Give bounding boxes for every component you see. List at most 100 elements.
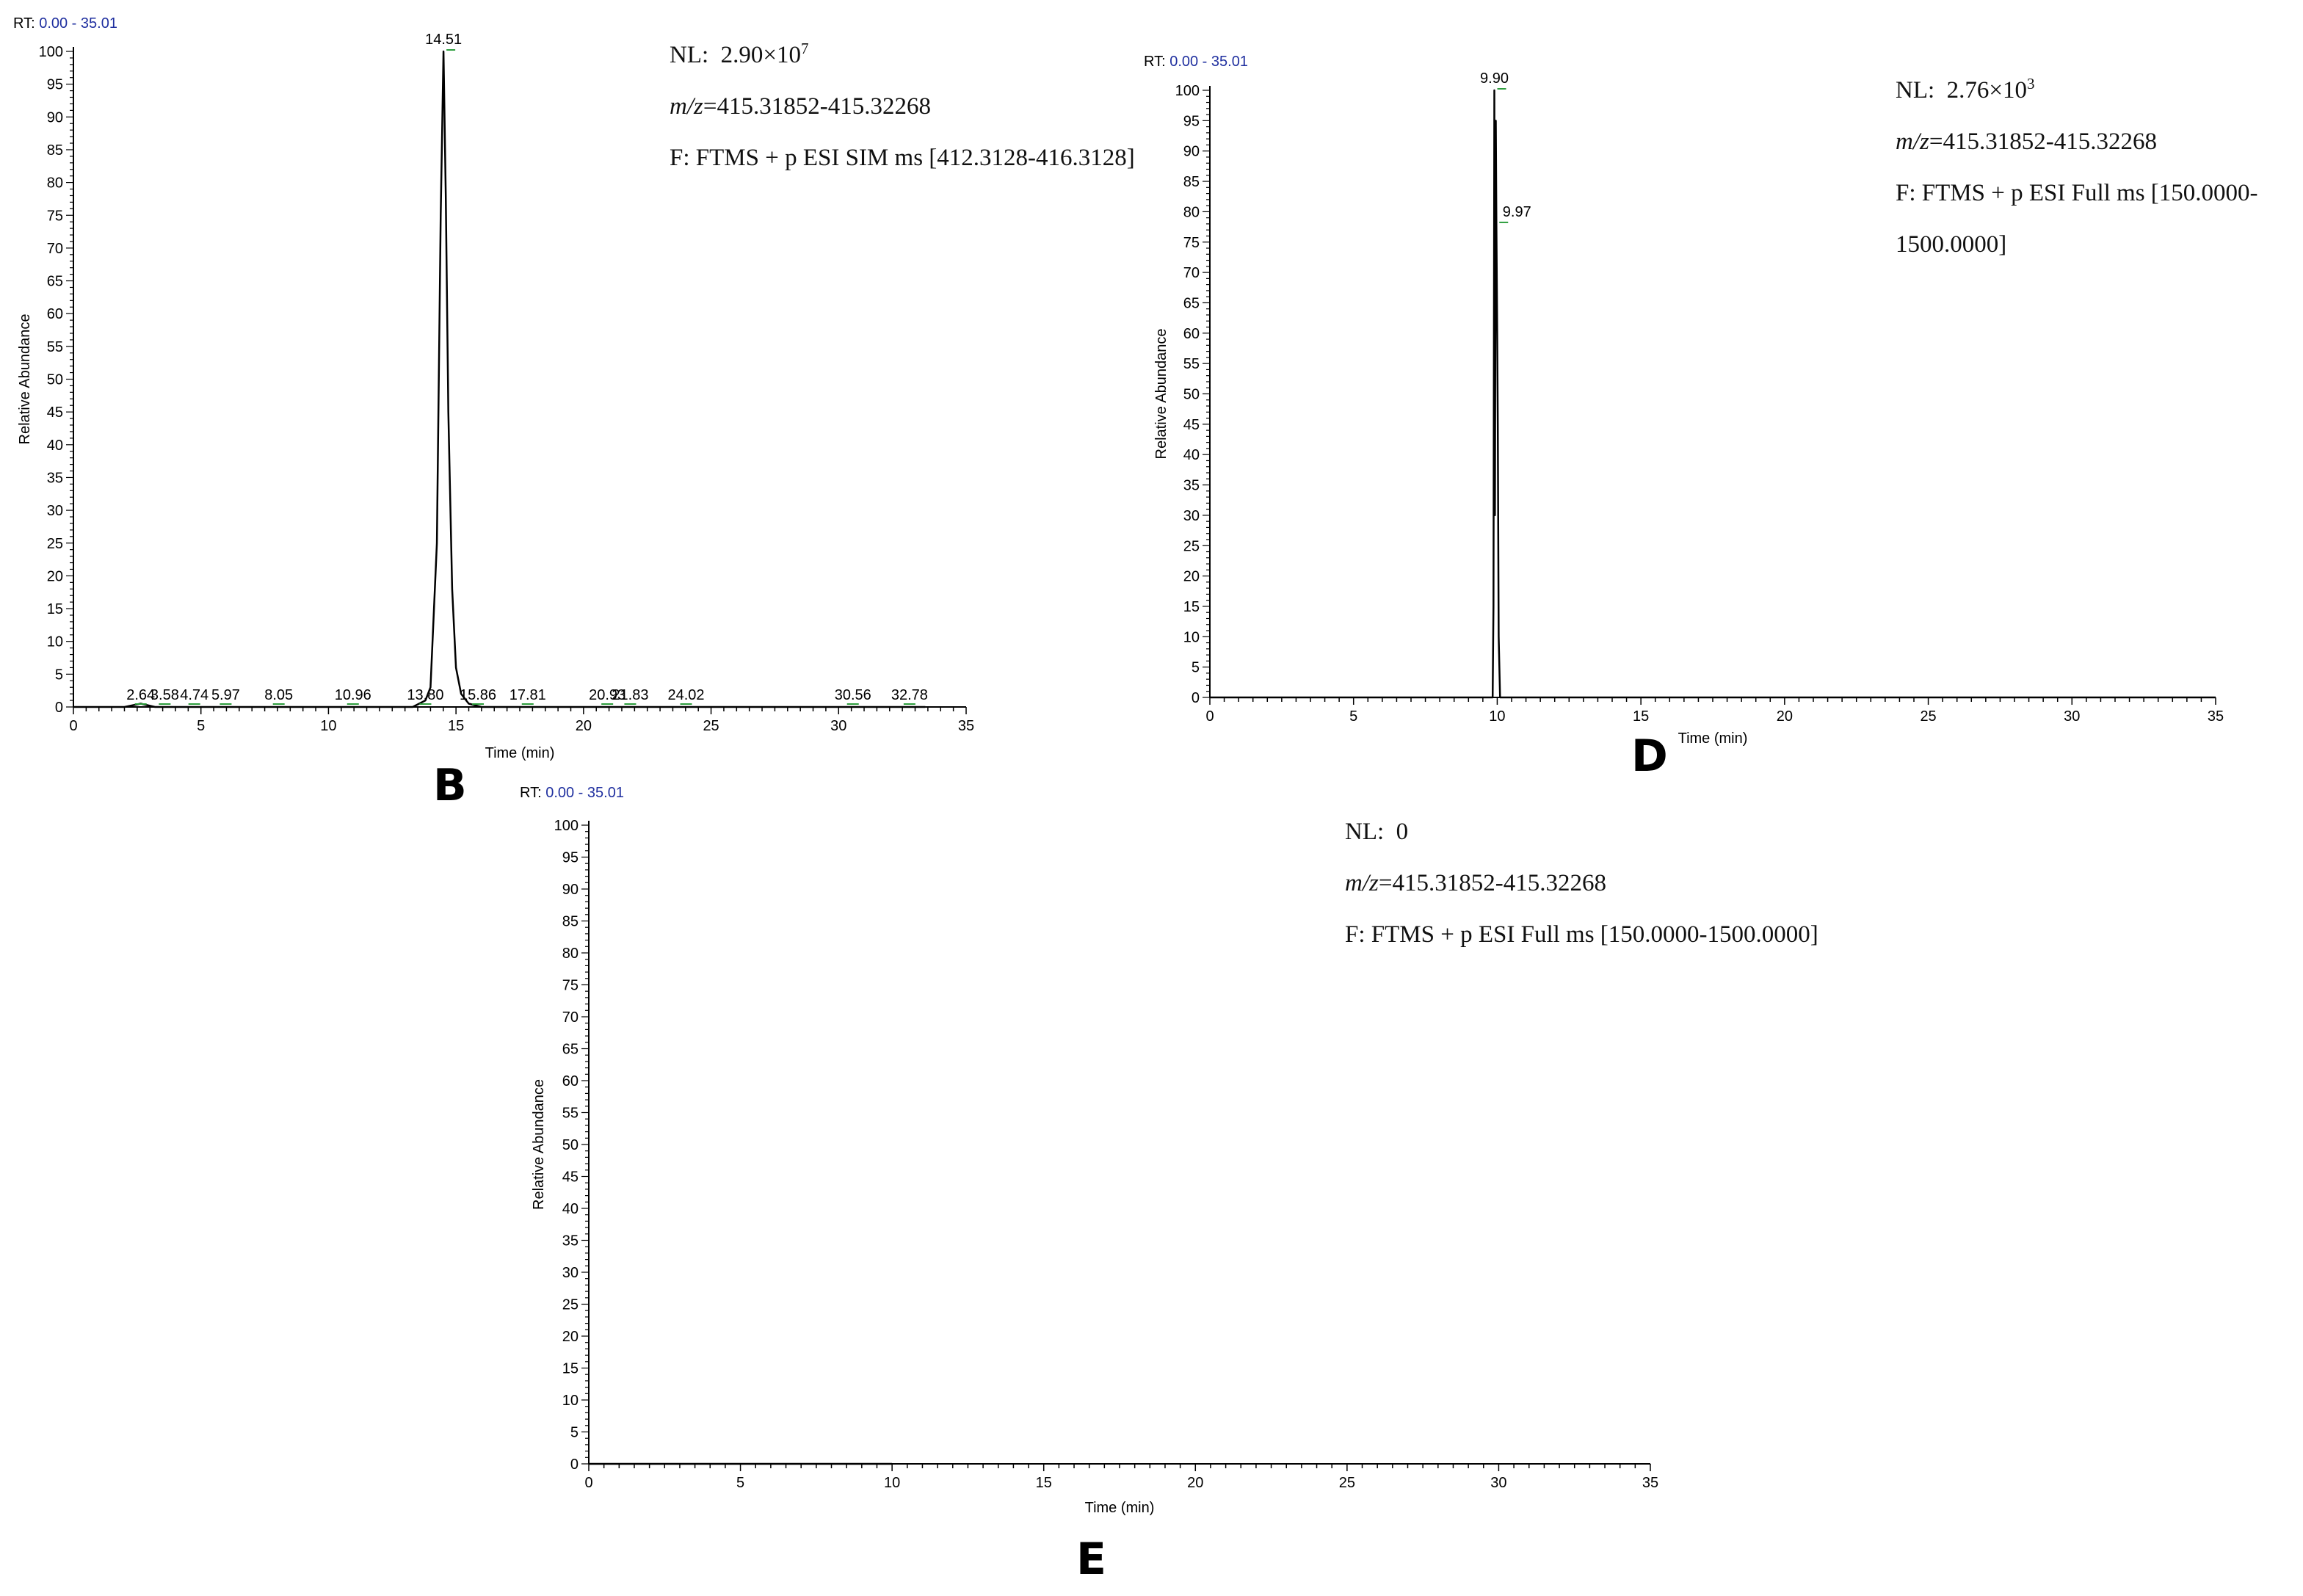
x-tick-label: 5 bbox=[736, 1475, 744, 1491]
chart-panel-b: RT: 0.00 - 35.01 0 5 10 15 20 25 30 35 0 5 10 15 20 25… bbox=[13, 15, 974, 761]
rt-header: RT: 0.00 - 35.01 bbox=[13, 15, 117, 32]
peak-label: 4.74 bbox=[180, 687, 208, 703]
y-tick-label: 30 bbox=[562, 1265, 579, 1281]
panel-e-filter: F: FTMS + p ESI Full ms [150.0000-1500.0… bbox=[1345, 921, 1818, 948]
x-tick-label: 25 bbox=[1339, 1475, 1355, 1491]
x-tick-label: 0 bbox=[584, 1475, 592, 1491]
x-tick-label: 30 bbox=[1490, 1475, 1506, 1491]
y-tick-label: 60 bbox=[562, 1073, 579, 1089]
mz-value: =415.31852-415.32268 bbox=[1929, 128, 2157, 155]
rt-label: RT: bbox=[13, 15, 39, 32]
panel-b-nl: NL: 2.90×107 bbox=[670, 29, 1135, 81]
y-axis-title: Relative Abundance bbox=[1153, 329, 1169, 460]
peak-label: 8.05 bbox=[264, 687, 293, 703]
x-tick-label: 10 bbox=[320, 718, 336, 734]
mz-label: m/z bbox=[1896, 128, 1929, 155]
rt-range: 0.00 - 35.01 bbox=[1169, 54, 1248, 70]
y-tick-label: 60 bbox=[47, 306, 63, 322]
mz-label: m/z bbox=[670, 93, 703, 120]
x-tick-label: 10 bbox=[1489, 708, 1505, 725]
x-axis-title: Time (min) bbox=[1678, 730, 1748, 747]
y-tick-label: 5 bbox=[1192, 660, 1200, 676]
y-tick-label: 85 bbox=[562, 914, 579, 930]
rt-label: RT: bbox=[1144, 54, 1169, 70]
y-tick-label: 90 bbox=[47, 109, 63, 126]
y-tick-label: 50 bbox=[562, 1137, 579, 1153]
x-tick-label: 15 bbox=[1036, 1475, 1052, 1491]
nl-value: 0 bbox=[1396, 819, 1409, 845]
y-tick-label: 85 bbox=[47, 142, 63, 159]
panel-d-nl: NL: 2.76×103 bbox=[1896, 65, 2258, 116]
peak-label: 24.02 bbox=[667, 687, 704, 703]
y-tick-label: 40 bbox=[47, 438, 63, 454]
nl-label: NL: bbox=[1896, 77, 1935, 104]
y-tick-label: 100 bbox=[1175, 83, 1200, 99]
y-tick-label: 25 bbox=[47, 536, 63, 552]
panel-e-nl: NL: 0 bbox=[1345, 806, 1818, 857]
chart-panel-d: RT: 0.00 - 35.010 5 10 15 20 25 30 350510152025… bbox=[1144, 54, 2224, 747]
panel-d-info: NL: 2.76×103 m/z=415.31852-415.32268 F: … bbox=[1896, 65, 2258, 270]
y-tick-label: 30 bbox=[47, 503, 63, 519]
mz-label: m/z bbox=[1345, 870, 1379, 896]
panel-d-filter-cont: 1500.0000] bbox=[1896, 231, 2007, 258]
y-tick-label: 90 bbox=[1183, 144, 1200, 160]
x-tick-label: 0 bbox=[1205, 708, 1214, 725]
y-tick-label: 5 bbox=[570, 1425, 579, 1441]
y-tick-label: 25 bbox=[1183, 538, 1200, 554]
y-tick-label: 35 bbox=[562, 1233, 579, 1249]
x-axis-title: Time (min) bbox=[1085, 1500, 1155, 1516]
panel-b-info: NL: 2.90×107 m/z=415.31852-415.32268 F: … bbox=[670, 29, 1135, 184]
y-tick-label: 15 bbox=[1183, 599, 1200, 615]
peak-label: 3.58 bbox=[150, 687, 179, 703]
rt-label: RT: bbox=[520, 785, 545, 801]
y-tick-label: 95 bbox=[47, 77, 63, 93]
peak-label: 9.90 bbox=[1480, 70, 1509, 87]
x-tick-label: 30 bbox=[2064, 708, 2080, 725]
x-tick-label: 20 bbox=[1777, 708, 1793, 725]
y-tick-label: 70 bbox=[1183, 265, 1200, 281]
y-tick-label: 55 bbox=[1183, 356, 1200, 372]
peak-label: 21.83 bbox=[612, 687, 648, 703]
y-tick-label: 45 bbox=[562, 1169, 579, 1186]
y-tick-label: 25 bbox=[562, 1297, 579, 1313]
y-tick-label: 10 bbox=[562, 1393, 579, 1409]
nl-exponent: 7 bbox=[801, 40, 809, 57]
y-tick-label: 10 bbox=[47, 634, 63, 650]
peak-label: 15.86 bbox=[460, 687, 496, 703]
x-tick-label: 5 bbox=[1349, 708, 1357, 725]
y-tick-label: 40 bbox=[1183, 447, 1200, 463]
peak-label: 2.64 bbox=[126, 687, 155, 703]
x-tick-label: 25 bbox=[1920, 708, 1936, 725]
y-tick-label: 75 bbox=[1183, 235, 1200, 251]
rt-header: RT: 0.00 - 35.01 bbox=[1144, 54, 1248, 70]
y-tick-label: 10 bbox=[1183, 629, 1200, 645]
x-tick-label: 15 bbox=[448, 718, 464, 734]
peak-label: 32.78 bbox=[891, 687, 928, 703]
nl-label: NL: bbox=[1345, 819, 1385, 845]
y-tick-label: 60 bbox=[1183, 326, 1200, 342]
peak-label: 9.97 bbox=[1503, 204, 1531, 220]
mz-value: =415.31852-415.32268 bbox=[703, 93, 931, 120]
peak-label: 10.96 bbox=[335, 687, 371, 703]
y-tick-label: 50 bbox=[47, 372, 63, 388]
rt-range: 0.00 - 35.01 bbox=[39, 15, 117, 32]
x-tick-label: 35 bbox=[958, 718, 974, 734]
x-tick-label: 0 bbox=[69, 718, 77, 734]
y-tick-label: 65 bbox=[1183, 295, 1200, 311]
y-tick-label: 75 bbox=[47, 208, 63, 224]
x-tick-label: 20 bbox=[1187, 1475, 1203, 1491]
x-tick-label: 5 bbox=[197, 718, 205, 734]
y-tick-label: 45 bbox=[1183, 417, 1200, 433]
y-tick-label: 20 bbox=[47, 568, 63, 584]
y-tick-label: 85 bbox=[1183, 174, 1200, 190]
y-tick-label: 70 bbox=[562, 1009, 579, 1026]
y-tick-label: 0 bbox=[55, 700, 63, 716]
panel-b-filter: F: FTMS + p ESI SIM ms [412.3128-416.312… bbox=[670, 145, 1135, 171]
y-tick-label: 95 bbox=[1183, 113, 1200, 129]
chromatogram-trace bbox=[1210, 89, 2216, 699]
y-tick-label: 50 bbox=[1183, 387, 1200, 403]
y-tick-label: 0 bbox=[570, 1457, 579, 1473]
y-tick-label: 15 bbox=[562, 1361, 579, 1377]
nl-value: 2.76×10 bbox=[1946, 77, 2028, 104]
peak-label: 5.97 bbox=[211, 687, 240, 703]
